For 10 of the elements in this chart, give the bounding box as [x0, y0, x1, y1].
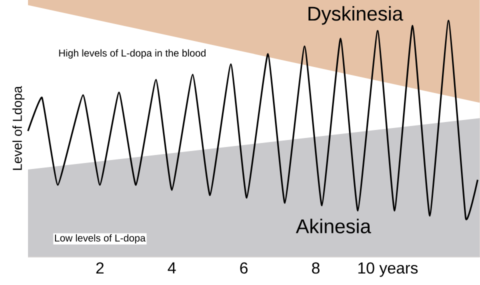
x-tick-label: 10 years	[358, 262, 418, 277]
x-tick-label: 6	[240, 262, 248, 274]
y-axis-title: Level of Ldopa	[12, 86, 24, 170]
series-label: Dyskinesia	[308, 6, 404, 25]
x-tick-label: 4	[168, 262, 176, 274]
x-tick-label: 2	[96, 262, 104, 274]
series-label: Akinesia	[296, 218, 372, 234]
x-tick-label: 8	[312, 262, 320, 274]
annotation: High levels of L-dopa in the blood	[59, 49, 206, 59]
annotation: Low levels of L-dopa	[55, 234, 146, 244]
